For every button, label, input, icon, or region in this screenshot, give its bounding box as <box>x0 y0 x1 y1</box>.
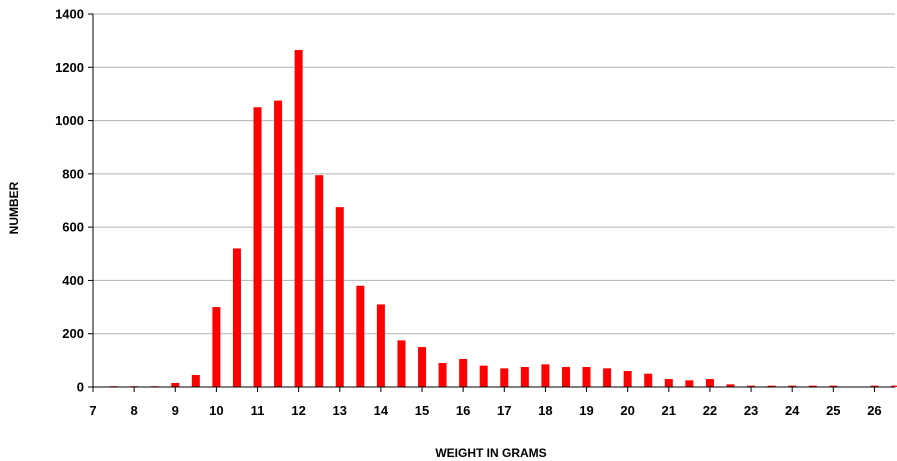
bar <box>623 371 632 387</box>
bar <box>726 384 735 387</box>
bar <box>603 368 612 387</box>
x-tick-label: 10 <box>209 403 223 418</box>
x-axis-title: WEIGHT IN GRAMS <box>435 446 546 460</box>
y-axis-title: NUMBER <box>7 181 21 234</box>
bar <box>891 385 897 387</box>
y-tick-label: 1400 <box>55 7 84 22</box>
bar <box>274 100 283 387</box>
bar <box>171 383 180 387</box>
bar <box>664 379 673 387</box>
bar <box>561 367 570 387</box>
bar <box>376 304 385 387</box>
bar <box>705 379 714 387</box>
bar <box>418 347 427 387</box>
x-tick-label: 16 <box>456 403 470 418</box>
x-tick-label: 14 <box>374 403 389 418</box>
bar <box>232 248 241 387</box>
y-tick-label: 200 <box>62 326 84 341</box>
y-tick-label: 400 <box>62 273 84 288</box>
y-tick-label: 800 <box>62 166 84 181</box>
bar <box>459 359 468 387</box>
bar <box>767 385 776 387</box>
x-tick-label: 20 <box>620 403 634 418</box>
y-tick-labels: 0 200 400 600 800 1000 1200 1400 <box>55 7 84 395</box>
x-tick-label: 7 <box>89 403 96 418</box>
bar <box>541 364 550 387</box>
bar <box>397 340 406 387</box>
bars <box>109 49 897 387</box>
bar <box>829 385 838 387</box>
bar <box>808 385 817 387</box>
gridlines <box>93 13 895 335</box>
bar <box>191 375 200 387</box>
bar <box>685 380 694 387</box>
x-tick-label: 18 <box>538 403 552 418</box>
bar <box>582 367 591 387</box>
x-tick-label: 13 <box>333 403 347 418</box>
bar <box>788 385 797 387</box>
x-tick-labels: 7 8 9 10 11 12 13 14 15 16 17 18 19 20 21 22 23 24 25 26 <box>89 403 881 418</box>
bar <box>356 285 365 387</box>
y-tick-label: 1000 <box>55 113 84 128</box>
y-tick-label: 1200 <box>55 60 84 75</box>
x-tick-label: 15 <box>415 403 429 418</box>
bar <box>747 385 756 387</box>
bar <box>212 307 221 387</box>
x-tick-label: 12 <box>291 403 305 418</box>
x-tick-label: 21 <box>662 403 676 418</box>
x-tick-label: 24 <box>785 403 800 418</box>
bar <box>644 373 653 387</box>
bar <box>438 363 447 387</box>
bar <box>479 365 488 387</box>
x-tick-label: 17 <box>497 403 511 418</box>
y-tick-label: 0 <box>77 380 84 395</box>
x-tick-label: 23 <box>744 403 758 418</box>
x-tick-label: 8 <box>131 403 138 418</box>
x-tick-label: 26 <box>867 403 881 418</box>
bar <box>294 49 303 387</box>
bar <box>335 207 344 387</box>
x-tick-label: 11 <box>251 403 265 418</box>
bar <box>253 107 262 387</box>
x-tick-label: 22 <box>703 403 717 418</box>
bar <box>500 368 509 387</box>
x-tick-label: 19 <box>579 403 593 418</box>
axes <box>88 13 895 392</box>
bar <box>870 385 879 387</box>
y-tick-label: 600 <box>62 220 84 235</box>
bar <box>520 367 529 387</box>
x-tick-label: 25 <box>826 403 840 418</box>
x-tick-label: 9 <box>172 403 179 418</box>
bar <box>315 175 324 387</box>
